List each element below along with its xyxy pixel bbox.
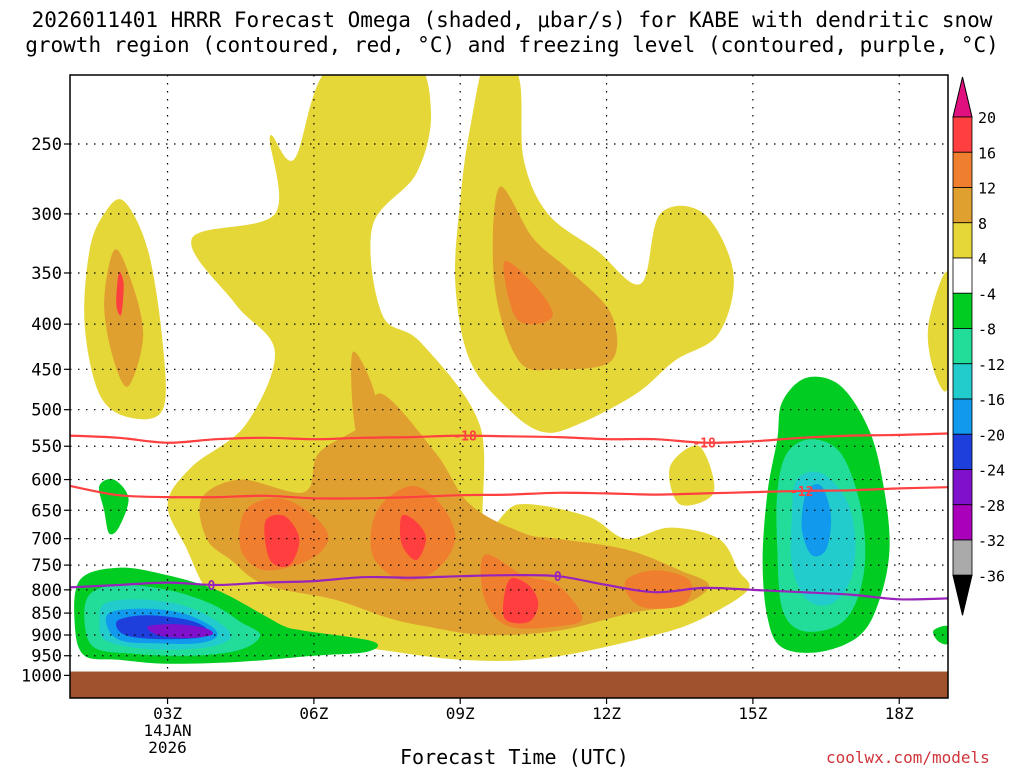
omega-region-16-14 [264, 514, 300, 567]
colorbar-label-13: -36 [978, 567, 1005, 585]
y-tick-label-1000: 1000 [21, 666, 62, 686]
x-tick-label-12Z: 12Z [592, 704, 621, 723]
y-tick-label-350: 350 [31, 264, 62, 284]
colorbar-label-6: -8 [978, 321, 996, 339]
y-tick-label-850: 850 [31, 604, 62, 624]
omega-region-12-13 [503, 260, 553, 325]
x-tick-date: 14JAN [143, 721, 191, 740]
omega-region-4-3 [669, 445, 715, 506]
omega-region--4-19 [98, 478, 129, 535]
omega-region-8-5 [199, 393, 710, 636]
omega-region--4-21 [933, 625, 948, 645]
omega-region-12-12 [624, 570, 692, 609]
y-tick-label-650: 650 [31, 501, 62, 521]
temperature-contours: -18 -18 -12 0 0 [70, 430, 948, 601]
y-tick-label-600: 600 [31, 471, 62, 491]
contour-label-1-0: -12 [790, 485, 813, 500]
colorbar-label-5: -4 [978, 285, 996, 303]
colorbar-swatch-5 [952, 292, 973, 329]
y-tick-label-950: 950 [31, 647, 62, 667]
contour-freezing_level-0 [70, 573, 948, 601]
x-axis-label: Forecast Time (UTC) [400, 745, 629, 769]
terrain-block [70, 671, 948, 698]
colorbar-swatch-10 [952, 469, 973, 506]
colorbar-bottom-arrow [952, 574, 973, 616]
y-tick-label-400: 400 [31, 315, 62, 335]
y-tick-label-250: 250 [31, 135, 62, 155]
y-tick-label-550: 550 [31, 437, 62, 457]
omega-region--24-29 [147, 624, 213, 638]
x-tick-label-09Z: 09Z [446, 704, 475, 723]
contour-label-0-1: -18 [692, 437, 716, 452]
y-tick-label-800: 800 [31, 581, 62, 601]
contour-dendritic_snow_growth--18 [70, 432, 948, 444]
chart-title-line2: growth region (contoured, red, °C) and f… [25, 33, 999, 57]
y-axis: 2503003504004505005506006507007508008509… [21, 135, 70, 686]
omega-region-16-16 [502, 578, 539, 624]
contour-dendritic_snow_growth--12 [70, 484, 948, 500]
colorbar-swatch-4 [952, 257, 973, 294]
y-tick-label-900: 900 [31, 626, 62, 646]
colorbar-label-10: -24 [978, 462, 1005, 480]
colorbar-swatch-12 [952, 539, 973, 576]
y-tick-label-700: 700 [31, 530, 62, 550]
colorbar-label-0: 20 [978, 109, 996, 127]
y-tick-label-450: 450 [31, 360, 62, 380]
colorbar-swatch-0 [952, 116, 973, 153]
colorbar-label-1: 16 [978, 144, 996, 162]
x-tick-label-06Z: 06Z [299, 704, 328, 723]
omega-region-4-4 [927, 271, 948, 392]
omega-region-8-6 [104, 249, 144, 387]
colorbar-top-arrow [952, 76, 973, 118]
colorbar-label-4: 4 [978, 250, 987, 268]
colorbar-swatch-9 [952, 433, 973, 470]
colorbar-label-12: -32 [978, 532, 1005, 550]
y-tick-label-750: 750 [31, 556, 62, 576]
contour-label-2-0: 0 [208, 579, 216, 594]
y-tick-label-300: 300 [31, 205, 62, 225]
omega-region--16-27 [801, 484, 832, 557]
x-tick-year: 2026 [148, 738, 187, 757]
colorbar-label-2: 12 [978, 180, 996, 198]
omega-region-16-15 [399, 514, 427, 561]
omega-shading [74, 75, 948, 664]
colorbar: 20 16 12 8 4 -4 -8 -12 -16 -20 -24 -28 -32 -36 [952, 76, 1005, 616]
y-tick-label-500: 500 [31, 401, 62, 421]
colorbar-label-9: -20 [978, 426, 1005, 444]
colorbar-swatch-1 [952, 151, 973, 188]
plot-frame [69, 74, 949, 699]
colorbar-label-8: -16 [978, 391, 1005, 409]
colorbar-swatch-2 [952, 187, 973, 224]
colorbar-swatch-6 [952, 328, 973, 365]
contour-label-0-0: -18 [453, 430, 477, 445]
x-tick-label-03Z: 03Z [153, 704, 182, 723]
colorbar-swatch-3 [952, 222, 973, 259]
colorbar-swatch-8 [952, 398, 973, 435]
colorbar-label-7: -12 [978, 356, 1005, 374]
omega-region-16-17 [116, 272, 124, 316]
chart-title-line1: 2026011401 HRRR Forecast Omega (shaded, … [31, 8, 993, 32]
colorbar-swatch-11 [952, 504, 973, 541]
credit-link[interactable]: coolwx.com/models [826, 748, 990, 767]
chart-title: 2026011401 HRRR Forecast Omega (shaded, … [0, 8, 1024, 58]
colorbar-label-11: -28 [978, 497, 1005, 515]
colorbar-label-3: 8 [978, 215, 987, 233]
x-tick-label-18Z: 18Z [885, 704, 914, 723]
colorbar-swatch-7 [952, 363, 973, 400]
omega-region-8-8 [351, 351, 383, 455]
omega-region-8-7 [492, 186, 618, 371]
contour-label-2-1: 0 [554, 570, 562, 585]
x-tick-label-15Z: 15Z [738, 704, 767, 723]
